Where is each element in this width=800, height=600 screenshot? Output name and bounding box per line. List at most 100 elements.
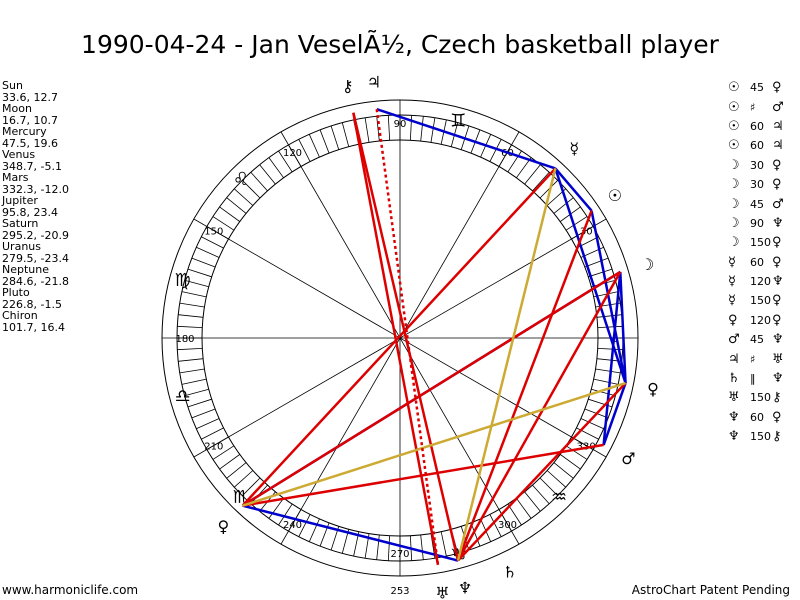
aspect-line bbox=[554, 168, 627, 384]
aspect-planet-glyph: ♄ bbox=[728, 371, 740, 387]
degree-tick bbox=[177, 325, 203, 329]
degree-tick bbox=[553, 462, 574, 479]
degree-tick bbox=[298, 139, 311, 162]
aspect-planet-glyph: ☿ bbox=[728, 254, 736, 270]
degree-tick bbox=[278, 150, 293, 173]
degree-tick bbox=[470, 522, 481, 547]
degree-tick bbox=[591, 388, 616, 397]
aspect-row: ♂ 45 ♆ bbox=[728, 330, 792, 349]
degree-tick bbox=[546, 470, 566, 488]
degree-tick bbox=[507, 503, 522, 526]
planet-values: 332.3, -12.0 bbox=[2, 182, 69, 196]
degree-label: 210 bbox=[204, 442, 223, 453]
degree-tick bbox=[242, 477, 261, 496]
degree-tick bbox=[430, 117, 436, 143]
aspect-line bbox=[602, 382, 627, 446]
aspect-angle: 120 bbox=[750, 275, 771, 289]
planet-positions-list: Sun 33.6, 12.7 Moon 16.7, 10.7 Mercury 47.5, … bbox=[2, 80, 69, 333]
aspect-angle: 45 bbox=[750, 81, 764, 95]
zodiac-sign-glyph: ♒ bbox=[551, 487, 567, 508]
aspect-planet-glyph: ♅ bbox=[728, 390, 740, 406]
aspect-angle: 30 bbox=[750, 178, 764, 192]
aspect-angle: 150 bbox=[750, 430, 771, 444]
degree-tick bbox=[184, 279, 209, 288]
degree-label: 180 bbox=[175, 334, 194, 345]
planet-values: 101.7, 16.4 bbox=[2, 320, 65, 334]
aspect-planet-glyph: ☽ bbox=[728, 196, 740, 212]
degree-tick bbox=[219, 206, 241, 222]
degree-label: 240 bbox=[283, 520, 302, 531]
aspect-planet-glyph: ♀ bbox=[728, 312, 738, 328]
degree-tick bbox=[201, 236, 224, 249]
aspect-planet-glyph: ☉ bbox=[728, 138, 740, 154]
aspect-line bbox=[456, 168, 557, 561]
degree-tick bbox=[576, 427, 599, 440]
aspect-row: ☉ 45 ♀ bbox=[728, 78, 792, 97]
aspect-row: ♆ 150 ⚷ bbox=[728, 427, 792, 446]
ascendant-label: 253 bbox=[390, 586, 409, 597]
aspect-planet-glyph: ☽ bbox=[728, 177, 740, 193]
planet-name: Pluto bbox=[2, 286, 30, 299]
degree-tick bbox=[565, 216, 588, 231]
aspect-line bbox=[619, 271, 627, 384]
aspect-planet-glyph: ♀ bbox=[772, 254, 782, 270]
degree-tick bbox=[532, 172, 550, 192]
degree-tick bbox=[584, 257, 609, 268]
degree-tick bbox=[387, 115, 391, 141]
degree-tick bbox=[259, 164, 276, 185]
aspect-angle: 30 bbox=[750, 158, 764, 172]
degree-tick bbox=[420, 534, 424, 560]
degree-label: 150 bbox=[204, 227, 223, 238]
degree-tick bbox=[580, 418, 604, 430]
degree-tick bbox=[179, 302, 205, 308]
planet-name: Uranus bbox=[2, 240, 41, 253]
aspect-line bbox=[590, 210, 627, 384]
mercury-glyph: ☿ bbox=[569, 139, 579, 158]
planet-name: Saturn bbox=[2, 217, 39, 230]
aspect-angle: 150 bbox=[750, 236, 771, 250]
aspect-planet-glyph: ☉ bbox=[728, 99, 740, 115]
aspect-planet-glyph: ♀ bbox=[772, 312, 782, 328]
moon-glyph: ☽ bbox=[640, 255, 654, 274]
degree-tick bbox=[539, 180, 558, 199]
aspect-row: ☽ 150 ♀ bbox=[728, 233, 792, 252]
sun-glyph: ☉ bbox=[608, 186, 622, 205]
degree-tick bbox=[559, 454, 581, 470]
degree-tick bbox=[187, 398, 212, 408]
degree-tick bbox=[181, 291, 207, 298]
aspect-row: ♄ ‖ ♆ bbox=[728, 369, 792, 388]
degree-tick bbox=[219, 454, 241, 470]
aspect-planet-glyph: ♆ bbox=[772, 274, 784, 290]
aspect-angle: 45 bbox=[750, 197, 764, 211]
planet-name: Neptune bbox=[2, 263, 50, 276]
degree-tick bbox=[191, 408, 216, 419]
dotted-aspect-line bbox=[375, 109, 440, 566]
degree-tick bbox=[330, 125, 340, 150]
aspect-row: ☉ 60 ♃ bbox=[728, 136, 792, 155]
aspect-row: ☽ 90 ♆ bbox=[728, 214, 792, 233]
planet-name: Jupiter bbox=[2, 194, 38, 207]
planet-values: 295.2, -20.9 bbox=[2, 228, 69, 242]
aspect-angle: 60 bbox=[750, 139, 764, 153]
degree-tick bbox=[597, 325, 623, 329]
aspect-planet-glyph: ♆ bbox=[772, 215, 784, 231]
degree-tick bbox=[181, 378, 207, 385]
aspect-row: ♆ 60 ♀ bbox=[728, 408, 792, 427]
degree-tick bbox=[212, 216, 235, 231]
degree-tick bbox=[298, 514, 311, 537]
aspect-planet-glyph: ♀ bbox=[772, 157, 782, 173]
aspect-planet-glyph: ⚷ bbox=[772, 429, 782, 445]
aspect-planet-glyph: ♃ bbox=[772, 138, 784, 154]
degree-tick bbox=[268, 497, 284, 519]
degree-tick bbox=[341, 122, 350, 147]
aspect-line bbox=[242, 443, 604, 507]
degree-tick bbox=[460, 526, 470, 551]
aspect-angle: 150 bbox=[750, 391, 771, 405]
aspect-line bbox=[376, 107, 556, 170]
aspect-table: ☉ 45 ♀ ☉ ♯ ♂ ☉ 60 ♃ ☉ 60 ♃ ☽ 30 ♀ ☽ 30 ♀ ☽ 45 ♂ ☽ 90 ♆ ☽ 150 ♀ ☿ 60 ♀… bbox=[728, 78, 792, 446]
degree-tick bbox=[489, 139, 502, 162]
aspect-angle: 150 bbox=[750, 294, 771, 308]
uranus-glyph: ♅ bbox=[435, 583, 449, 600]
degree-label: 270 bbox=[390, 549, 409, 560]
